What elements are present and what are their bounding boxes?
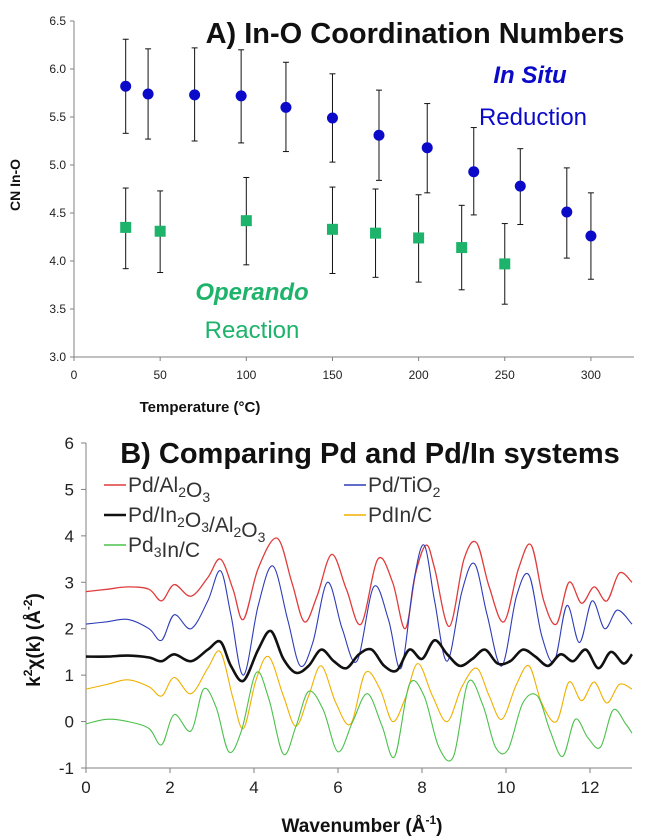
chart-a-y-tick-label: 4.0 xyxy=(49,254,66,268)
chart-a-y-tick-label: 6.5 xyxy=(49,14,66,28)
chart-a-y-label: CN In-O xyxy=(7,159,23,211)
chart-a: A) In-O Coordination Numbers 3.0 3.5 4.0 4.… xyxy=(7,14,634,416)
chart-b-y-label: k2χ(k) (Å-2) xyxy=(21,593,45,687)
operando-point xyxy=(240,215,252,227)
chart-b-y-tick-label: 3 xyxy=(65,573,74,592)
chart-a-y-tick-label: 5.0 xyxy=(49,158,66,172)
in-situ-point xyxy=(235,90,247,102)
chart-b-x-tick-label: 4 xyxy=(249,778,258,797)
legend-label: Pd/Al2O3 xyxy=(128,474,210,505)
operando-point xyxy=(370,227,382,239)
operando-point xyxy=(326,223,338,235)
chart-b-y-tick-label: 5 xyxy=(65,480,74,499)
in-situ-point xyxy=(373,129,385,141)
chart-a-x-tick-label: 200 xyxy=(409,368,429,382)
operando-point xyxy=(456,242,468,254)
in-situ-point xyxy=(585,230,597,242)
legend-label: PdIn/C xyxy=(368,504,432,527)
chart-b: B) Comparing Pd and Pd/In systems -10123… xyxy=(21,434,634,837)
chart-b-y-tick-label: 4 xyxy=(65,527,74,546)
chart-b-y-tick-label: -1 xyxy=(59,759,74,778)
chart-b-y-tick-label: 6 xyxy=(65,434,74,453)
in-situ-point xyxy=(142,88,154,100)
in-situ-point xyxy=(514,180,526,192)
reaction-label: Reaction xyxy=(205,317,300,344)
chart-a-ticks: 3.0 3.5 4.0 4.5 5.0 5.5 6.0 6.5 0 50 100 150 200 250 3… xyxy=(49,14,601,382)
chart-a-x-tick-label: 100 xyxy=(236,368,256,382)
operando-point xyxy=(413,232,425,244)
in-situ-label: In Situ xyxy=(493,62,567,89)
chart-b-x-label: Wavenumber (Å-1) xyxy=(282,813,443,837)
chart-a-x-tick-label: 50 xyxy=(153,368,167,382)
chart-a-marks xyxy=(120,38,597,305)
series-line-2 xyxy=(85,544,633,676)
series-line-5 xyxy=(85,671,633,762)
in-situ-point xyxy=(326,112,338,124)
in-situ-point xyxy=(561,206,573,218)
operando-label: Operando xyxy=(195,279,308,306)
chart-a-x-label: Temperature (°C) xyxy=(140,399,261,416)
chart-b-title: B) Comparing Pd and Pd/In systems xyxy=(120,438,620,470)
chart-b-y-tick-label: 0 xyxy=(65,713,74,732)
chart-a-x-tick-label: 250 xyxy=(495,368,515,382)
chart-b-x-tick-label: 10 xyxy=(497,778,516,797)
chart-b-x-tick-label: 12 xyxy=(581,778,600,797)
chart-b-x-tick-label: 6 xyxy=(333,778,342,797)
in-situ-point xyxy=(189,89,201,101)
in-situ-point xyxy=(280,101,292,113)
in-situ-point xyxy=(120,80,132,92)
operando-point xyxy=(499,258,511,270)
operando-point xyxy=(154,225,166,237)
chart-b-x-tick-label: 2 xyxy=(165,778,174,797)
legend-label: Pd/TiO2 xyxy=(368,474,441,500)
chart-a-y-tick-label: 5.5 xyxy=(49,110,66,124)
chart-a-y-tick-label: 3.5 xyxy=(49,302,66,316)
chart-a-x-tick-label: 150 xyxy=(322,368,342,382)
chart-b-axes xyxy=(81,442,632,773)
operando-point xyxy=(120,221,132,233)
in-situ-point xyxy=(468,166,480,178)
series-line-1 xyxy=(85,537,633,630)
chart-b-x-tick-label: 8 xyxy=(417,778,426,797)
legend-label: Pd/In2O3/Al2O3 xyxy=(128,504,266,545)
chart-b-lines xyxy=(85,537,634,762)
chart-a-y-tick-label: 6.0 xyxy=(49,62,66,76)
chart-b-y-tick-label: 1 xyxy=(65,666,74,685)
chart-a-x-tick-label: 300 xyxy=(581,368,601,382)
series-line-3 xyxy=(85,629,634,683)
legend-label: Pd3In/C xyxy=(128,534,200,562)
chart-a-axes xyxy=(70,20,634,361)
chart-b-y-tick-label: 2 xyxy=(65,620,74,639)
chart-a-y-tick-label: 4.5 xyxy=(49,206,66,220)
chart-a-y-tick-label: 3.0 xyxy=(49,350,66,364)
reduction-label: Reduction xyxy=(479,104,587,131)
in-situ-point xyxy=(421,142,433,154)
chart-b-legend: Pd/Al2O3 Pd/TiO2 Pd/In2O3/Al2O3 PdIn/C Pd3In… xyxy=(104,474,441,562)
chart-b-x-tick-label: 0 xyxy=(81,778,90,797)
series-line-4 xyxy=(85,650,633,730)
chart-a-title: A) In-O Coordination Numbers xyxy=(206,18,625,50)
chart-a-x-tick-label: 0 xyxy=(71,368,78,382)
